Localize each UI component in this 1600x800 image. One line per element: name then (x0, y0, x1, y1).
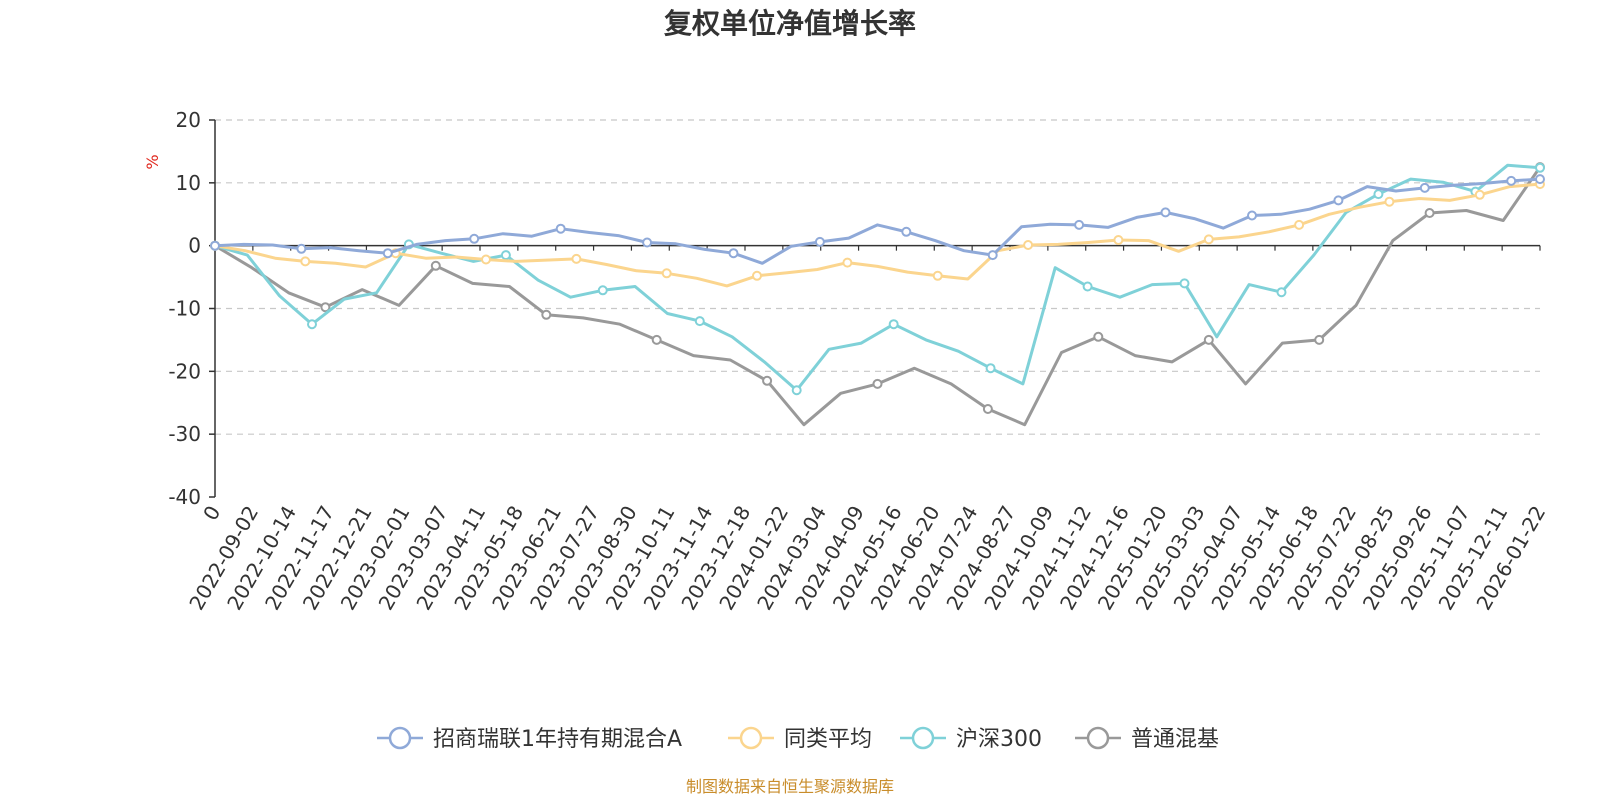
series-point (382, 248, 393, 259)
series-point (901, 226, 912, 237)
series-line-1 (214, 182, 1541, 288)
x-tick-label: 0 (198, 502, 225, 525)
series-line-0 (214, 177, 1541, 265)
legend-item-3[interactable]: 普通混基 (1075, 726, 1219, 752)
y-tick-label: 10 (176, 171, 201, 195)
series-point (597, 285, 608, 296)
series-point (1179, 278, 1190, 289)
series-point (1074, 219, 1085, 230)
series-point (1294, 219, 1305, 230)
series-point (1333, 195, 1344, 206)
chart-title: 复权单位净值增长率 (664, 7, 916, 40)
series-point (888, 319, 899, 330)
series-point (1093, 331, 1104, 342)
series-point (320, 302, 331, 313)
legend-marker-icon (1086, 726, 1110, 750)
series-point (430, 260, 441, 271)
x-tick-labels: 02022-09-022022-10-142022-11-172022-12-2… (184, 501, 1550, 614)
legend: 招商瑞联1年持有期混合A 同类平均 沪深300 普通混基 (377, 726, 1219, 752)
series-point (842, 257, 853, 268)
series-point (210, 240, 220, 251)
legend-label: 普通混基 (1131, 727, 1219, 752)
series-point (307, 319, 317, 330)
series-point (1419, 182, 1430, 193)
series-point (1023, 240, 1034, 250)
series-point (555, 223, 566, 234)
y-tick-label: -40 (168, 485, 201, 509)
legend-marker-icon (911, 726, 935, 750)
series-point (872, 378, 883, 389)
series-line-2 (214, 163, 1541, 392)
series-point (762, 375, 773, 386)
legend-label: 沪深300 (956, 727, 1042, 752)
series-point (500, 250, 511, 261)
legend-marker-icon (739, 726, 763, 750)
series-point (1424, 208, 1435, 218)
series-lines (210, 162, 1545, 427)
series-point (1160, 207, 1171, 218)
y-tick-label: -10 (168, 297, 201, 321)
series-point (728, 248, 739, 259)
y-tick-label: -20 (168, 359, 201, 383)
y-axis-unit: % (143, 154, 162, 169)
legend-label: 招商瑞联1年持有期混合A (433, 727, 682, 752)
series-point (985, 363, 996, 374)
series-point (1535, 174, 1545, 185)
series-point (1247, 210, 1257, 221)
series-point (1535, 162, 1545, 173)
series-point (1384, 196, 1395, 207)
series-point (814, 236, 825, 247)
series-point (300, 256, 311, 267)
y-tick-label: 20 (176, 108, 201, 132)
series-point (1314, 334, 1325, 345)
series-point (982, 404, 993, 414)
series-point (987, 250, 998, 261)
series-point (752, 270, 762, 281)
series-point (1113, 235, 1124, 245)
series-point (296, 243, 307, 254)
series-point (1373, 189, 1384, 200)
series-point (694, 316, 705, 327)
legend-marker-icon (388, 726, 412, 750)
series-point (481, 254, 491, 265)
legend-item-0[interactable]: 招商瑞联1年持有期混合A (377, 726, 682, 752)
grid-lines (215, 119, 1540, 435)
series-point (1276, 287, 1287, 298)
source-note: 制图数据来自恒生聚源数据库 (686, 777, 894, 796)
series-point (642, 237, 653, 248)
legend-item-1[interactable]: 同类平均 (728, 726, 872, 752)
series-point (1474, 189, 1485, 200)
series-point (1203, 334, 1214, 345)
series-point (541, 309, 552, 320)
legend-item-2[interactable]: 沪深300 (900, 726, 1042, 752)
series-point (932, 270, 943, 281)
series-point (791, 385, 802, 396)
series-point (1082, 281, 1093, 292)
series-point (651, 334, 662, 345)
y-tick-label: -30 (168, 422, 201, 446)
series-point (1506, 175, 1517, 186)
series-point (571, 253, 582, 264)
series-point (1203, 234, 1214, 245)
series-point (469, 233, 480, 244)
legend-label: 同类平均 (784, 727, 872, 752)
series-point (661, 268, 672, 279)
y-tick-label: 0 (188, 234, 201, 258)
